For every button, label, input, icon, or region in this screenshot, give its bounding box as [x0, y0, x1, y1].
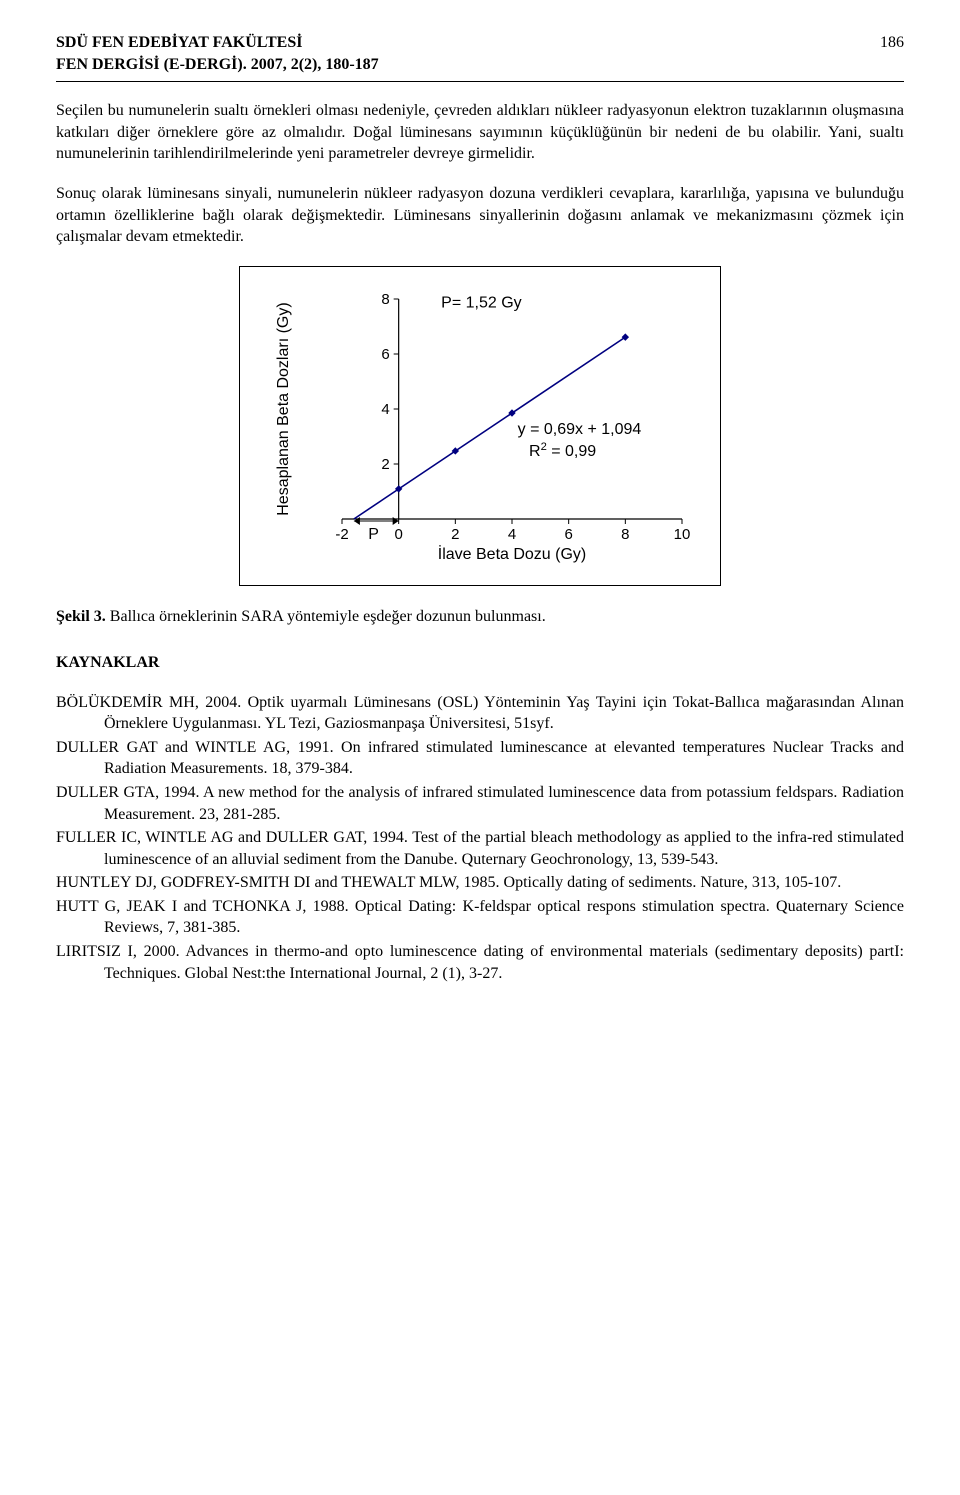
reference-item: DULLER GAT and WINTLE AG, 1991. On infra… — [56, 737, 904, 780]
header-line-1: SDÜ FEN EDEBİYAT FAKÜLTESİ — [56, 32, 904, 54]
svg-text:6: 6 — [564, 526, 572, 543]
paragraph-2: Sonuç olarak lüminesans sinyali, numunel… — [56, 183, 904, 248]
svg-text:6: 6 — [381, 346, 389, 363]
chart-svg: -2 0 2 4 6 8 10 2 4 6 8 P= 1,52 Gy y = 0,69x + 1,094… — [260, 285, 700, 565]
reference-item: DULLER GTA, 1994. A new method for the a… — [56, 782, 904, 825]
reference-item: FULLER IC, WINTLE AG and DULLER GAT, 199… — [56, 827, 904, 870]
svg-text:4: 4 — [508, 526, 516, 543]
svg-text:8: 8 — [621, 526, 629, 543]
header-rule — [56, 81, 904, 82]
svg-text:0: 0 — [394, 526, 402, 543]
header-line-2: FEN DERGİSİ (E-DERGİ). 2007, 2(2), 180-1… — [56, 54, 904, 76]
svg-text:P: P — [368, 526, 379, 543]
svg-text:-2: -2 — [335, 526, 348, 543]
figure-caption-label: Şekil 3. — [56, 608, 106, 625]
reference-item: LIRITSIZ I, 2000. Advances in thermo-and… — [56, 941, 904, 984]
reference-item: BÖLÜKDEMİR MH, 2004. Optik uyarmalı Lümi… — [56, 692, 904, 735]
svg-text:P= 1,52 Gy: P= 1,52 Gy — [441, 294, 522, 311]
references-list: BÖLÜKDEMİR MH, 2004. Optik uyarmalı Lümi… — [56, 692, 904, 985]
reference-item: HUTT G, JEAK I and TCHONKA J, 1988. Opti… — [56, 896, 904, 939]
svg-text:2: 2 — [451, 526, 459, 543]
svg-text:10: 10 — [674, 526, 691, 543]
figure-caption-text: Ballıca örneklerinin SARA yöntemiyle eşd… — [106, 608, 546, 625]
chart-frame: -2 0 2 4 6 8 10 2 4 6 8 P= 1,52 Gy y = 0,69x + 1,094… — [239, 266, 721, 587]
page-number: 186 — [880, 32, 904, 54]
references-heading: KAYNAKLAR — [56, 652, 904, 674]
svg-text:İlave Beta Dozu (Gy): İlave Beta Dozu (Gy) — [438, 544, 587, 563]
svg-text:R2 = 0,99: R2 = 0,99 — [529, 441, 596, 460]
svg-text:y = 0,69x + 1,094: y = 0,69x + 1,094 — [518, 421, 642, 438]
paragraph-1: Seçilen bu numunelerin sualtı örnekleri … — [56, 100, 904, 165]
svg-text:8: 8 — [381, 291, 389, 308]
figure-caption: Şekil 3. Ballıca örneklerinin SARA yönte… — [56, 606, 904, 628]
svg-text:2: 2 — [381, 456, 389, 473]
svg-text:4: 4 — [381, 401, 389, 418]
page-header: SDÜ FEN EDEBİYAT FAKÜLTESİ 186 FEN DERGİ… — [56, 32, 904, 75]
figure-3: -2 0 2 4 6 8 10 2 4 6 8 P= 1,52 Gy y = 0,69x + 1,094… — [56, 266, 904, 587]
svg-text:Hesaplanan Beta Dozları (Gy): Hesaplanan Beta Dozları (Gy) — [275, 302, 292, 515]
reference-item: HUNTLEY DJ, GODFREY-SMITH DI and THEWALT… — [56, 872, 904, 894]
